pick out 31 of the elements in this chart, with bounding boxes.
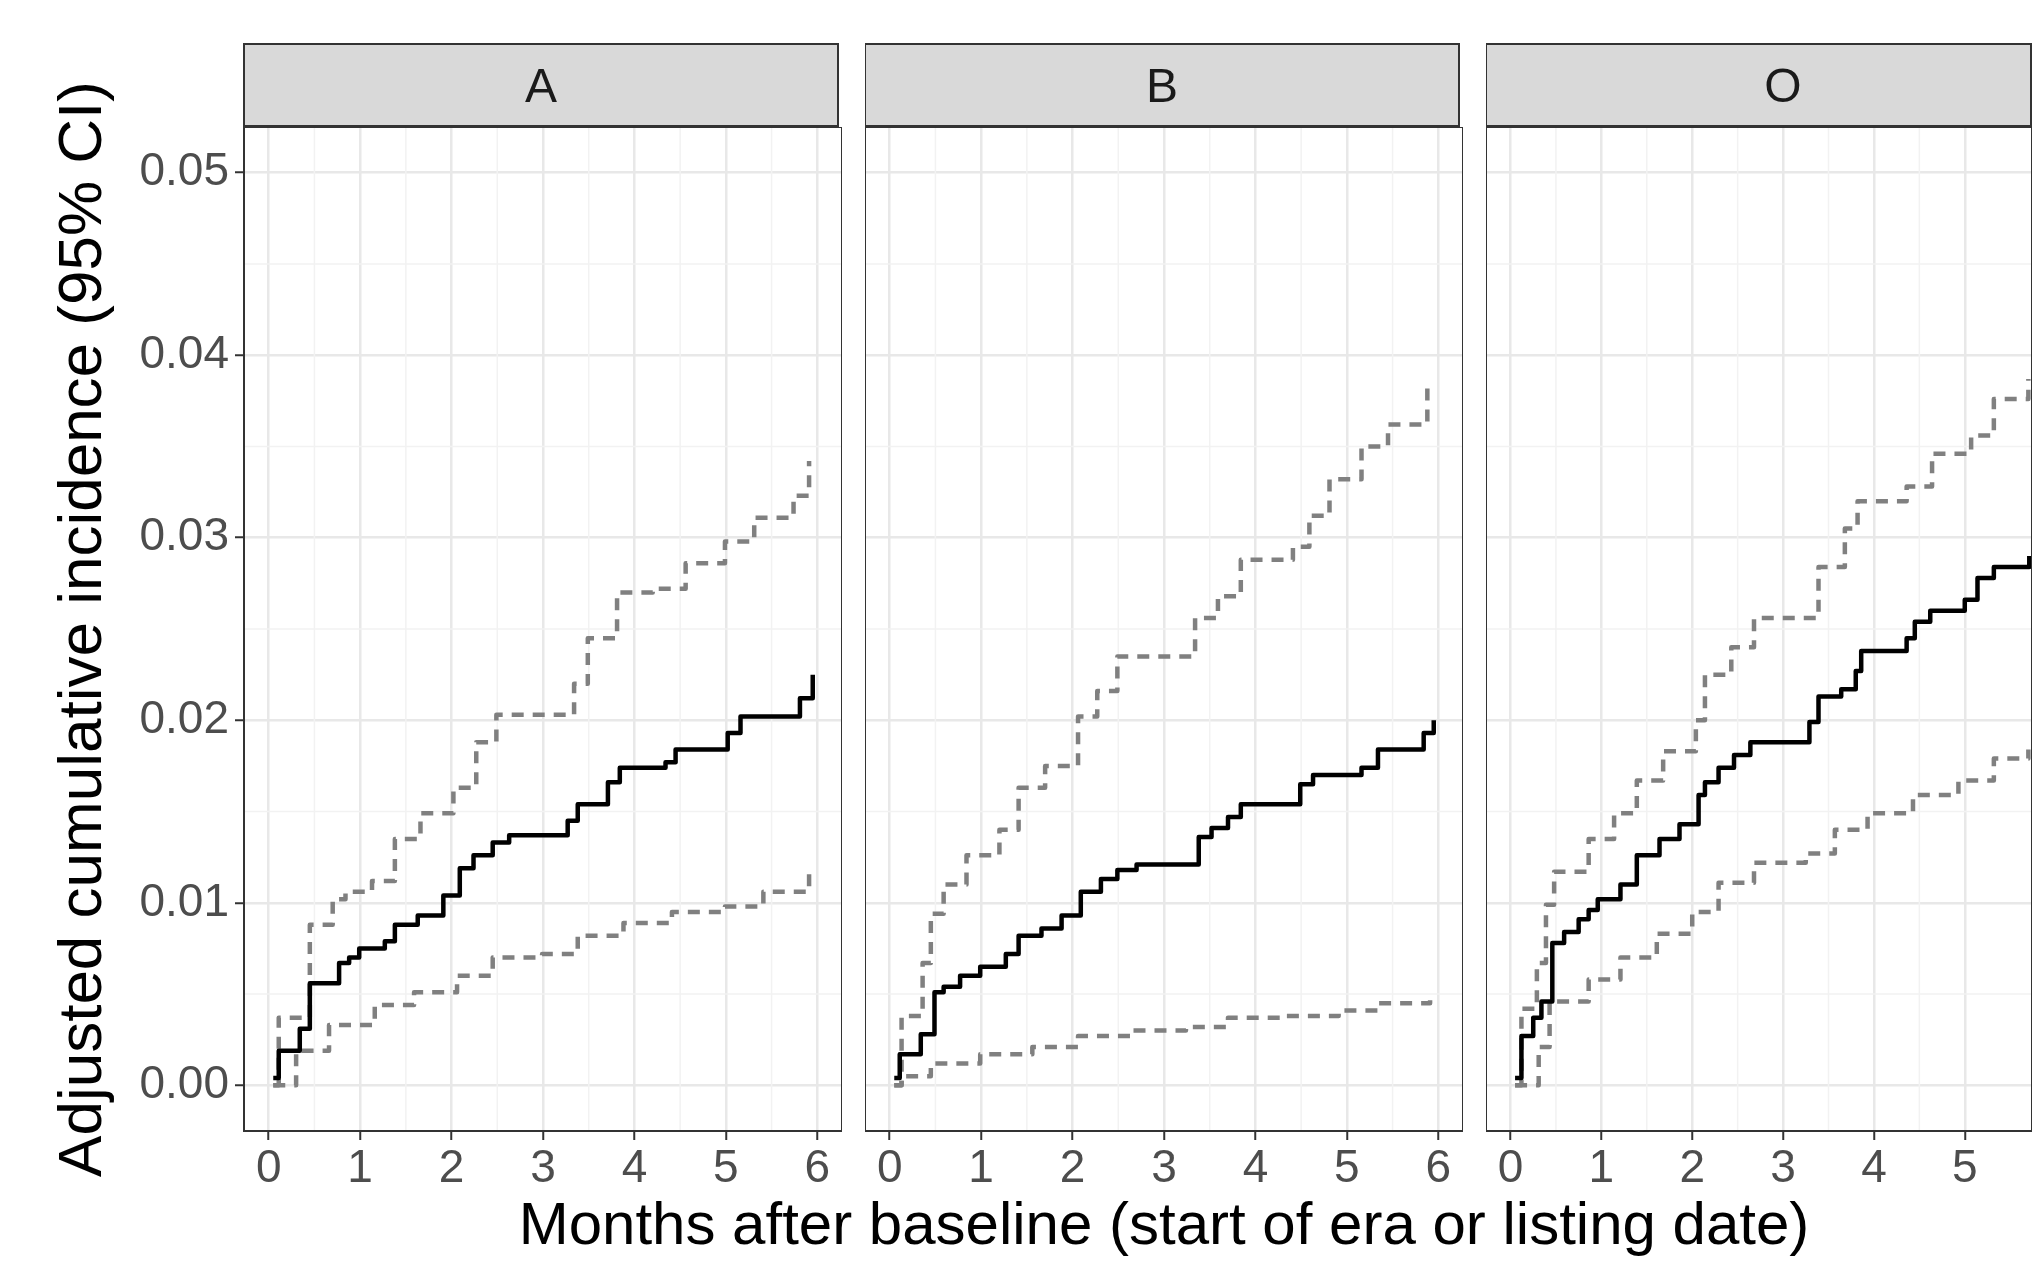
x-tick-label: 1 [968,1140,994,1193]
x-tick-label: 5 [1951,1140,1978,1193]
x-axis-title: Months after baseline (start of era or listing date) [518,1190,1810,1257]
y-axis-title: Adjusted cumulative incidence (95% CI) [45,81,114,1177]
chart-title: B [864,43,1460,127]
x-tick-label: 3 [1770,1140,1796,1193]
x-tick-label: 3 [1151,1140,1177,1193]
y-tick-label: 0.01 [139,873,229,926]
y-tick-label: 0.04 [139,325,229,378]
x-tick-label: 1 [1588,1140,1615,1193]
x-tick-label: 0 [876,1140,903,1193]
y-tick-label: 0.05 [139,143,229,196]
x-tick-label: 2 [438,1140,465,1193]
x-tick-label: 6 [804,1140,831,1193]
chart-title: A [243,43,839,127]
chart-title: O [1485,43,2032,127]
x-tick-label: 5 [713,1140,739,1193]
x-tick-label: 2 [1059,1140,1086,1193]
x-tick-label: 0 [255,1140,282,1193]
y-tick-label: 0.03 [139,508,229,561]
x-tick-label: 4 [1242,1140,1269,1193]
x-tick-label: 5 [1334,1140,1360,1193]
x-tick-label: 3 [530,1140,556,1193]
x-tick-label: 1 [347,1140,373,1193]
x-tick-label: 0 [1497,1140,1524,1193]
x-tick-label: 6 [1425,1140,1452,1193]
x-tick-label: 4 [621,1140,648,1193]
x-tick-label: 2 [1679,1140,1706,1193]
x-tick-label: 4 [1861,1140,1887,1193]
y-tick-label: 0.02 [139,690,229,743]
y-tick-label: 0.00 [139,1056,229,1109]
